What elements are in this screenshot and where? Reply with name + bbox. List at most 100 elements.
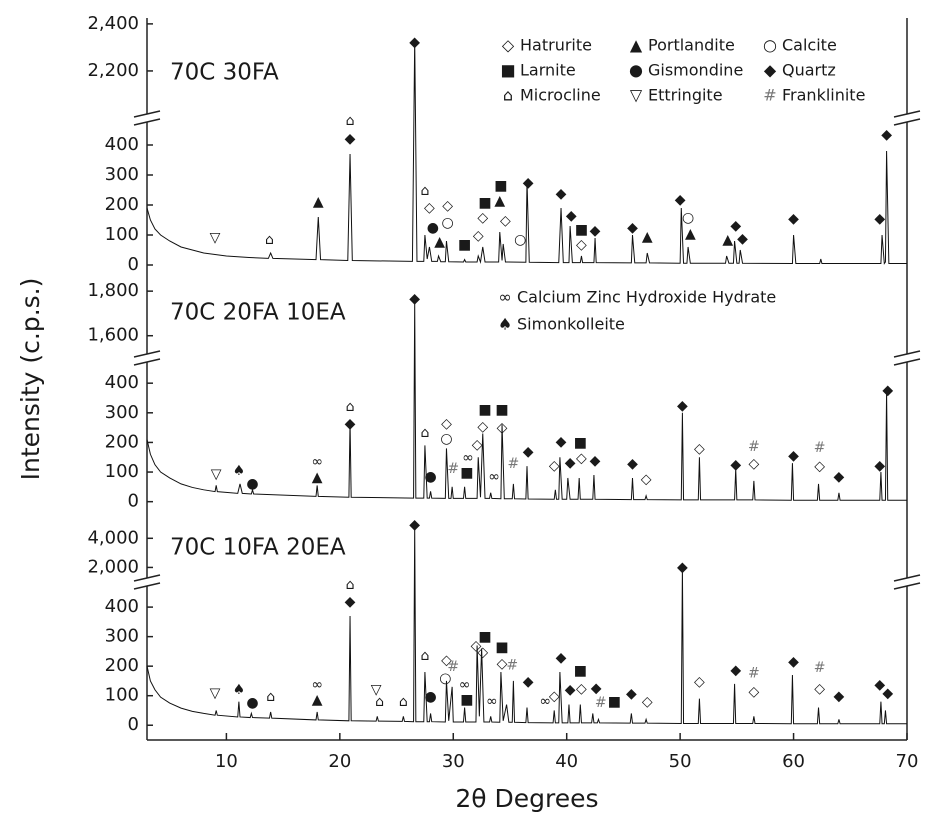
- phase-marker: ◇: [471, 638, 482, 654]
- phase-marker: ◇: [441, 416, 452, 432]
- phase-marker: ◆: [882, 685, 893, 701]
- y-tick-label: 400: [105, 372, 139, 393]
- phase-marker: ◆: [626, 686, 637, 702]
- phase-marker: ◆: [874, 677, 885, 693]
- xrd-pattern: [146, 526, 907, 725]
- phase-marker: ◆: [409, 291, 420, 307]
- phase-marker: ○: [439, 670, 451, 686]
- phase-marker: ∞: [488, 469, 500, 485]
- phase-marker: ◆: [788, 448, 799, 464]
- phase-marker: ◇: [576, 451, 587, 467]
- y-tick-label: 100: [105, 461, 139, 482]
- y-tick-label: 0: [128, 491, 139, 512]
- phase-marker: #: [595, 695, 607, 711]
- phase-marker: ▲: [434, 234, 445, 250]
- phase-marker: ◆: [874, 458, 885, 474]
- y-tick-label: 100: [105, 685, 139, 706]
- phase-marker: #: [447, 461, 459, 477]
- y-tick-label: 200: [105, 194, 139, 215]
- phase-marker: ■: [494, 178, 507, 194]
- phase-marker: ◇: [748, 456, 759, 472]
- x-tick-label: 30: [442, 751, 465, 772]
- phase-marker: ▽: [211, 467, 222, 483]
- y-tick-label: 200: [105, 655, 139, 676]
- phase-marker: ◇: [497, 656, 508, 672]
- axis-break-gap: [895, 578, 919, 586]
- phase-marker: ♠: [233, 682, 246, 698]
- phase-marker: ○: [514, 232, 526, 248]
- legend-symbol: ■: [500, 61, 515, 80]
- phase-marker: ◆: [591, 680, 602, 696]
- legend-symbol: ○: [763, 36, 777, 55]
- phase-marker: ▲: [642, 229, 653, 245]
- y-tick-label: 400: [105, 596, 139, 617]
- phase-marker: ○: [682, 210, 694, 226]
- phase-marker: ◆: [566, 208, 577, 224]
- phase-marker: ■: [460, 465, 473, 481]
- x-tick-label: 70: [896, 751, 919, 772]
- axis-break: [133, 574, 161, 582]
- axis-break: [893, 574, 921, 582]
- phase-marker: ◇: [641, 472, 652, 488]
- phase-marker: ◆: [627, 456, 638, 472]
- phase-marker: ◇: [442, 198, 453, 214]
- axis-break: [893, 582, 921, 590]
- y-axis-title: Intensity (c.p.s.): [16, 278, 45, 481]
- phase-marker: ◇: [748, 684, 759, 700]
- phase-marker: ⌂: [399, 694, 408, 710]
- phase-marker: #: [508, 456, 520, 472]
- phase-marker: ◆: [590, 223, 601, 239]
- phase-marker: ◇: [694, 441, 705, 457]
- phase-marker: ■: [478, 195, 491, 211]
- phase-marker: ◆: [675, 192, 686, 208]
- phase-marker: ◆: [523, 175, 534, 191]
- phase-marker: ◇: [441, 652, 452, 668]
- legend-symbol: ▽: [630, 86, 643, 105]
- phase-marker: ⌂: [420, 648, 429, 664]
- phase-marker: ■: [495, 639, 508, 655]
- phase-marker: ◆: [834, 469, 845, 485]
- phase-marker: ◇: [814, 681, 825, 697]
- legend-label: Quartz: [782, 61, 836, 80]
- axis-break: [893, 110, 921, 118]
- phase-marker: ▲: [312, 692, 323, 708]
- x-tick-label: 20: [328, 751, 351, 772]
- panel-title: 70C 10FA 20EA: [170, 535, 346, 561]
- phase-marker: ◇: [473, 228, 484, 244]
- x-tick-label: 10: [215, 751, 238, 772]
- phase-marker: ◆: [409, 35, 420, 51]
- phase-marker: ∞: [311, 454, 323, 470]
- x-axis-title: 2θ Degrees: [455, 784, 598, 813]
- phase-marker: ■: [574, 435, 587, 451]
- y-tick-label: 2,000: [87, 556, 139, 577]
- phase-marker: ◇: [477, 210, 488, 226]
- phase-marker: ●: [246, 476, 258, 492]
- phase-marker: ∞: [311, 677, 323, 693]
- legend-symbol: ∞: [498, 288, 511, 307]
- phase-marker: ▲: [313, 194, 324, 210]
- phase-marker: ▽: [371, 682, 382, 698]
- phase-marker: ◆: [882, 382, 893, 398]
- phase-marker: ◇: [549, 688, 560, 704]
- y-tick-label: 200: [105, 431, 139, 452]
- legend-label: Franklinite: [782, 86, 865, 105]
- y-tick-label: 0: [128, 714, 139, 735]
- phase-marker: ◆: [788, 654, 799, 670]
- phase-marker: ●: [424, 689, 436, 705]
- phase-marker: ⌂: [266, 689, 275, 705]
- xrd-pattern: [146, 40, 907, 265]
- legend-label: Microcline: [520, 86, 601, 105]
- phase-marker: ◆: [677, 398, 688, 414]
- axis-break: [893, 350, 921, 358]
- phase-marker: ◇: [694, 674, 705, 690]
- phase-marker: ●: [424, 469, 436, 485]
- y-tick-label: 1,800: [87, 280, 139, 301]
- phase-marker: ◆: [556, 650, 567, 666]
- axis-break: [133, 350, 161, 358]
- phase-marker: ■: [478, 629, 491, 645]
- xrd-pattern: [146, 302, 907, 501]
- phase-marker: ⌂: [265, 232, 274, 248]
- phase-marker: ◆: [523, 444, 534, 460]
